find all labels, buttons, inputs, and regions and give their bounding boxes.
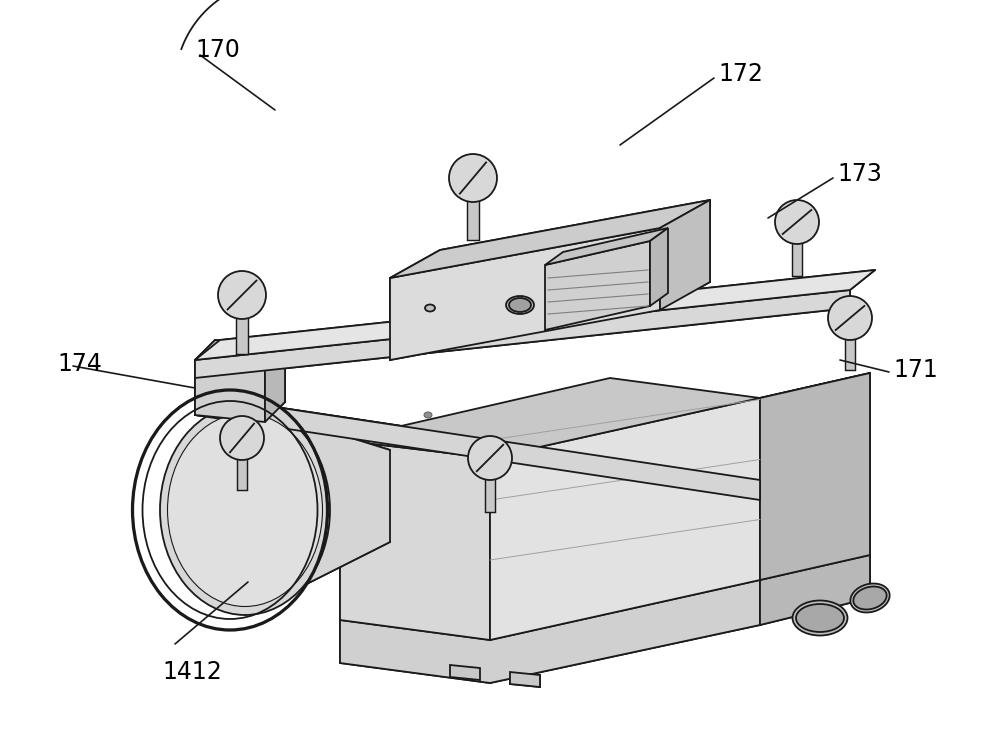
Polygon shape	[340, 378, 760, 458]
Polygon shape	[510, 672, 540, 687]
Polygon shape	[340, 440, 490, 640]
Polygon shape	[545, 228, 668, 265]
Ellipse shape	[168, 413, 322, 607]
Polygon shape	[237, 458, 247, 490]
Polygon shape	[390, 200, 710, 278]
Circle shape	[449, 154, 497, 202]
Circle shape	[468, 436, 512, 480]
Ellipse shape	[424, 412, 432, 418]
Polygon shape	[490, 398, 760, 640]
Circle shape	[775, 200, 819, 244]
Circle shape	[828, 296, 872, 340]
Ellipse shape	[160, 405, 330, 615]
Ellipse shape	[850, 584, 890, 613]
Text: 173: 173	[837, 162, 882, 186]
Polygon shape	[650, 228, 668, 306]
Polygon shape	[265, 346, 285, 422]
Polygon shape	[195, 340, 285, 366]
Polygon shape	[660, 200, 710, 310]
Circle shape	[218, 271, 266, 319]
Polygon shape	[340, 580, 760, 683]
Polygon shape	[760, 373, 870, 580]
Text: 171: 171	[893, 358, 938, 382]
Polygon shape	[545, 241, 650, 330]
Polygon shape	[450, 665, 480, 680]
Polygon shape	[195, 360, 265, 422]
Ellipse shape	[506, 296, 534, 314]
Circle shape	[220, 416, 264, 460]
Polygon shape	[195, 270, 875, 360]
Polygon shape	[236, 317, 248, 354]
Ellipse shape	[853, 587, 887, 610]
Ellipse shape	[796, 604, 844, 632]
Polygon shape	[195, 395, 760, 500]
Ellipse shape	[792, 601, 848, 635]
Polygon shape	[390, 228, 660, 360]
Ellipse shape	[425, 305, 435, 311]
Text: 174: 174	[57, 352, 102, 376]
Polygon shape	[467, 200, 479, 240]
Polygon shape	[760, 555, 870, 625]
Polygon shape	[485, 478, 495, 512]
Polygon shape	[245, 405, 390, 615]
Polygon shape	[792, 242, 802, 276]
Polygon shape	[845, 338, 855, 370]
Text: 170: 170	[195, 38, 240, 62]
Text: 1412: 1412	[162, 660, 222, 684]
Text: 172: 172	[718, 62, 763, 86]
Ellipse shape	[509, 298, 531, 312]
Polygon shape	[195, 290, 850, 378]
